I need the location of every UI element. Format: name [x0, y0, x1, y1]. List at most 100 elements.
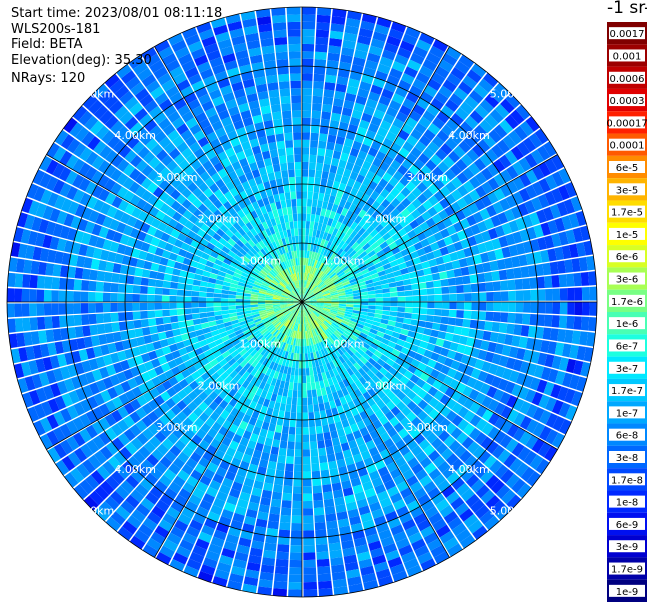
data-cell — [456, 293, 465, 302]
data-cell — [289, 243, 294, 252]
data-cell — [315, 327, 321, 335]
data-cell — [327, 453, 336, 463]
data-cell — [341, 207, 349, 217]
data-cell — [52, 179, 65, 195]
data-cell — [313, 73, 325, 82]
data-cell — [316, 388, 322, 397]
data-cell — [359, 426, 369, 437]
data-cell — [323, 491, 334, 500]
data-cell — [230, 112, 242, 123]
data-cell — [425, 315, 435, 323]
data-cell — [430, 265, 439, 274]
data-cell — [176, 308, 185, 316]
data-cell — [437, 460, 451, 474]
data-cell — [451, 260, 461, 270]
data-cell — [431, 492, 446, 506]
data-cell — [315, 291, 323, 296]
data-cell — [470, 347, 481, 359]
data-cell — [523, 349, 533, 362]
data-cell — [99, 446, 113, 460]
data-cell — [347, 416, 356, 426]
data-cell — [235, 49, 249, 60]
data-cell — [117, 159, 130, 172]
data-cell — [563, 198, 576, 214]
data-cell — [263, 331, 271, 339]
data-cell — [179, 327, 189, 335]
data-cell — [210, 345, 219, 354]
data-cell — [244, 252, 253, 261]
data-cell — [293, 221, 298, 229]
data-cell — [262, 256, 270, 264]
data-cell — [302, 36, 315, 45]
data-cell — [320, 208, 327, 217]
data-cell — [240, 258, 249, 266]
data-cell — [148, 156, 161, 169]
data-cell — [357, 320, 366, 326]
data-cell — [290, 258, 295, 267]
data-cell — [368, 305, 376, 310]
data-cell — [153, 406, 165, 419]
data-cell — [537, 237, 547, 251]
data-cell — [284, 335, 289, 344]
data-cell — [266, 376, 273, 385]
data-cell — [545, 174, 558, 190]
data-cell — [157, 239, 167, 250]
data-cell — [288, 236, 293, 245]
data-cell — [344, 409, 353, 419]
data-cell — [551, 154, 565, 171]
data-cell — [144, 119, 158, 133]
data-cell — [303, 287, 307, 295]
data-cell — [193, 324, 203, 331]
data-cell — [236, 239, 245, 248]
colorbar-label: 1.7e-7 — [611, 386, 643, 397]
data-cell — [484, 114, 499, 129]
data-cell — [73, 291, 81, 302]
data-cell — [152, 174, 165, 186]
data-cell — [465, 256, 475, 266]
data-cell — [436, 130, 450, 143]
data-cell — [379, 56, 394, 68]
data-cell — [232, 512, 245, 523]
data-cell — [245, 171, 254, 181]
data-cell — [500, 469, 515, 484]
data-cell — [179, 270, 188, 278]
data-cell — [290, 228, 295, 237]
data-cell — [232, 558, 247, 569]
data-cell — [98, 431, 112, 446]
data-cell — [168, 481, 182, 494]
data-cell — [290, 530, 302, 538]
data-cell — [250, 385, 259, 394]
data-cell — [132, 450, 146, 464]
data-cell — [155, 551, 172, 565]
data-cell — [366, 494, 379, 506]
data-cell — [227, 206, 237, 217]
data-cell — [263, 278, 271, 284]
data-cell — [299, 287, 302, 295]
data-cell — [104, 413, 117, 427]
data-cell — [292, 258, 297, 266]
data-cell — [331, 244, 338, 253]
data-cell — [275, 288, 283, 293]
data-cell — [207, 427, 218, 439]
data-cell — [332, 8, 347, 18]
data-cell — [561, 215, 573, 230]
data-cell — [420, 164, 432, 177]
data-cell — [208, 391, 219, 401]
data-cell — [250, 306, 259, 311]
data-cell — [116, 243, 127, 255]
data-cell — [318, 271, 324, 279]
data-cell — [291, 102, 301, 111]
data-cell — [446, 491, 460, 505]
data-cell — [326, 281, 334, 288]
data-cell — [339, 250, 347, 258]
data-cell — [439, 394, 451, 406]
data-cell — [236, 265, 245, 272]
data-cell — [404, 290, 413, 297]
data-cell — [384, 223, 394, 232]
data-cell — [100, 480, 115, 495]
data-cell — [291, 236, 296, 244]
data-cell — [337, 518, 350, 528]
data-cell — [46, 430, 60, 446]
data-cell — [507, 409, 519, 423]
data-cell — [385, 106, 399, 118]
